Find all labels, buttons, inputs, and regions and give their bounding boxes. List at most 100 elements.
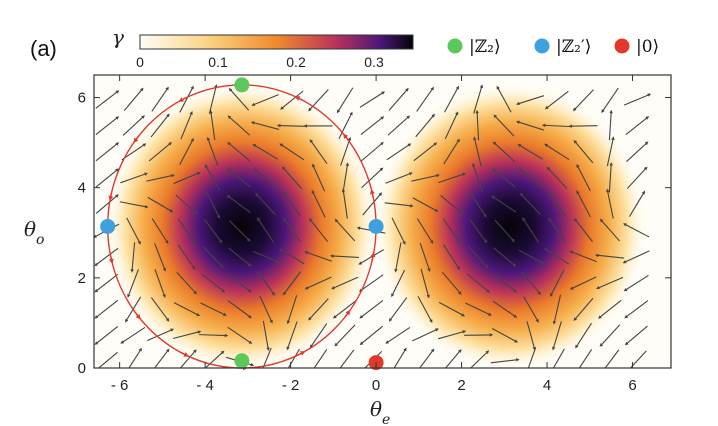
orbit-arrow [296,351,306,357]
flow-arrow [442,218,461,244]
flow-arrow [469,218,488,244]
flow-arrow [126,217,141,245]
flow-arrow [604,349,620,368]
flow-arrow [340,136,352,166]
flow-arrow [522,217,539,243]
x-axis-ticks: - 6 - 4 - 2 0 2 4 6 [111,75,637,394]
flow-arrow [173,302,201,317]
y-tick-label: 2 [78,270,86,287]
flow-arrow [552,294,562,325]
flow-arrow [547,191,567,217]
flow-arrow [467,245,489,269]
y-tick-label: 6 [78,90,86,107]
flow-arrow [491,327,519,343]
flow-arrow [227,300,252,319]
colorbar-tick-label: 0.3 [364,54,384,70]
flow-arrow [334,324,356,347]
flow-arrow [278,248,305,265]
flow-arrow [569,276,597,290]
flow-arrow [594,253,624,259]
flow-arrow [176,272,197,295]
flow-arrow [276,123,307,128]
flow-arrow [120,172,148,184]
colorbar-tick-label: 0 [136,54,144,70]
flow-arrow [338,111,353,139]
flow-arrow [154,269,166,298]
colorbar-tick-label: 0.2 [286,54,306,70]
flow-arrow [444,349,462,368]
flow-arrow [443,244,461,270]
flow-arrow [309,139,328,164]
flow-arrow [473,84,484,114]
orbit-arrow [294,96,304,102]
flow-arrow [444,111,459,140]
x-axis-label: θe [370,397,390,426]
flow-arrow [599,324,621,347]
colorbar: γ 0 0.1 0.2 0.3 [112,25,414,70]
flow-arrow [262,320,270,352]
flow-arrow [437,330,467,340]
flow-arrow [527,347,537,368]
flow-arrow [541,123,571,128]
flow-arrow [150,297,170,322]
legend: |ℤ₂⟩ |ℤ₂′⟩ |0⟩ [447,37,659,57]
flow-arrow [283,191,301,217]
panel-label: (a) [30,36,57,61]
flow-arrow [199,333,229,338]
flow-arrow [311,189,326,218]
flow-arrow [94,299,119,319]
flow-arrow [119,201,149,209]
legend-marker [447,38,463,54]
flow-arrow [494,219,515,243]
flow-arrow [95,142,120,162]
flow-arrow [629,350,647,368]
flow-arrow [208,84,218,114]
flow-arrow [544,248,570,265]
flow-arrow [173,171,201,185]
flow-arrow [569,250,597,263]
flow-arrow [206,136,219,166]
flow-arrow [304,250,332,262]
flow-arrow [251,94,279,106]
flow-arrow [334,218,356,242]
flow-arrow [200,302,227,316]
orbit-arrow [133,135,140,144]
flow-arrow [339,349,355,368]
flow-arrow [331,276,359,290]
flow-arrow [312,163,326,192]
y-axis-ticks: 0 2 4 6 [78,90,671,377]
flow-arrow [438,172,466,184]
flow-arrow [546,166,568,189]
flow-arrow [227,273,252,293]
flow-arrow [384,202,414,208]
flow-arrow [412,328,439,342]
flow-arrow [281,166,303,190]
flow-arrow [544,143,570,161]
flow-arrow [252,144,278,160]
flow-arrow [262,347,272,368]
flow-arrow [547,217,567,243]
flow-arrow [413,142,438,162]
flow-arrow [279,143,305,161]
flow-arrow [250,121,280,130]
flow-arrow [597,299,622,319]
flow-arrow [576,190,591,218]
flow-arrow [259,295,273,324]
flow-arrow [150,113,170,138]
flow-arrow [282,271,302,296]
flow-arrow [601,87,619,113]
flow-arrow [518,249,545,265]
flow-arrow [227,142,251,162]
flow-arrow [606,136,615,167]
x-tick-label: 6 [628,377,636,394]
flow-arrow [95,90,120,109]
flow-arrow [179,137,194,165]
flow-arrow [575,322,592,349]
flow-arrow [492,168,516,188]
flow-arrow [252,250,281,263]
flow-arrow [282,217,302,243]
flow-arrow [387,115,411,136]
flow-arrow [121,143,147,161]
flow-arrow [492,141,516,162]
flow-arrow [227,115,251,136]
